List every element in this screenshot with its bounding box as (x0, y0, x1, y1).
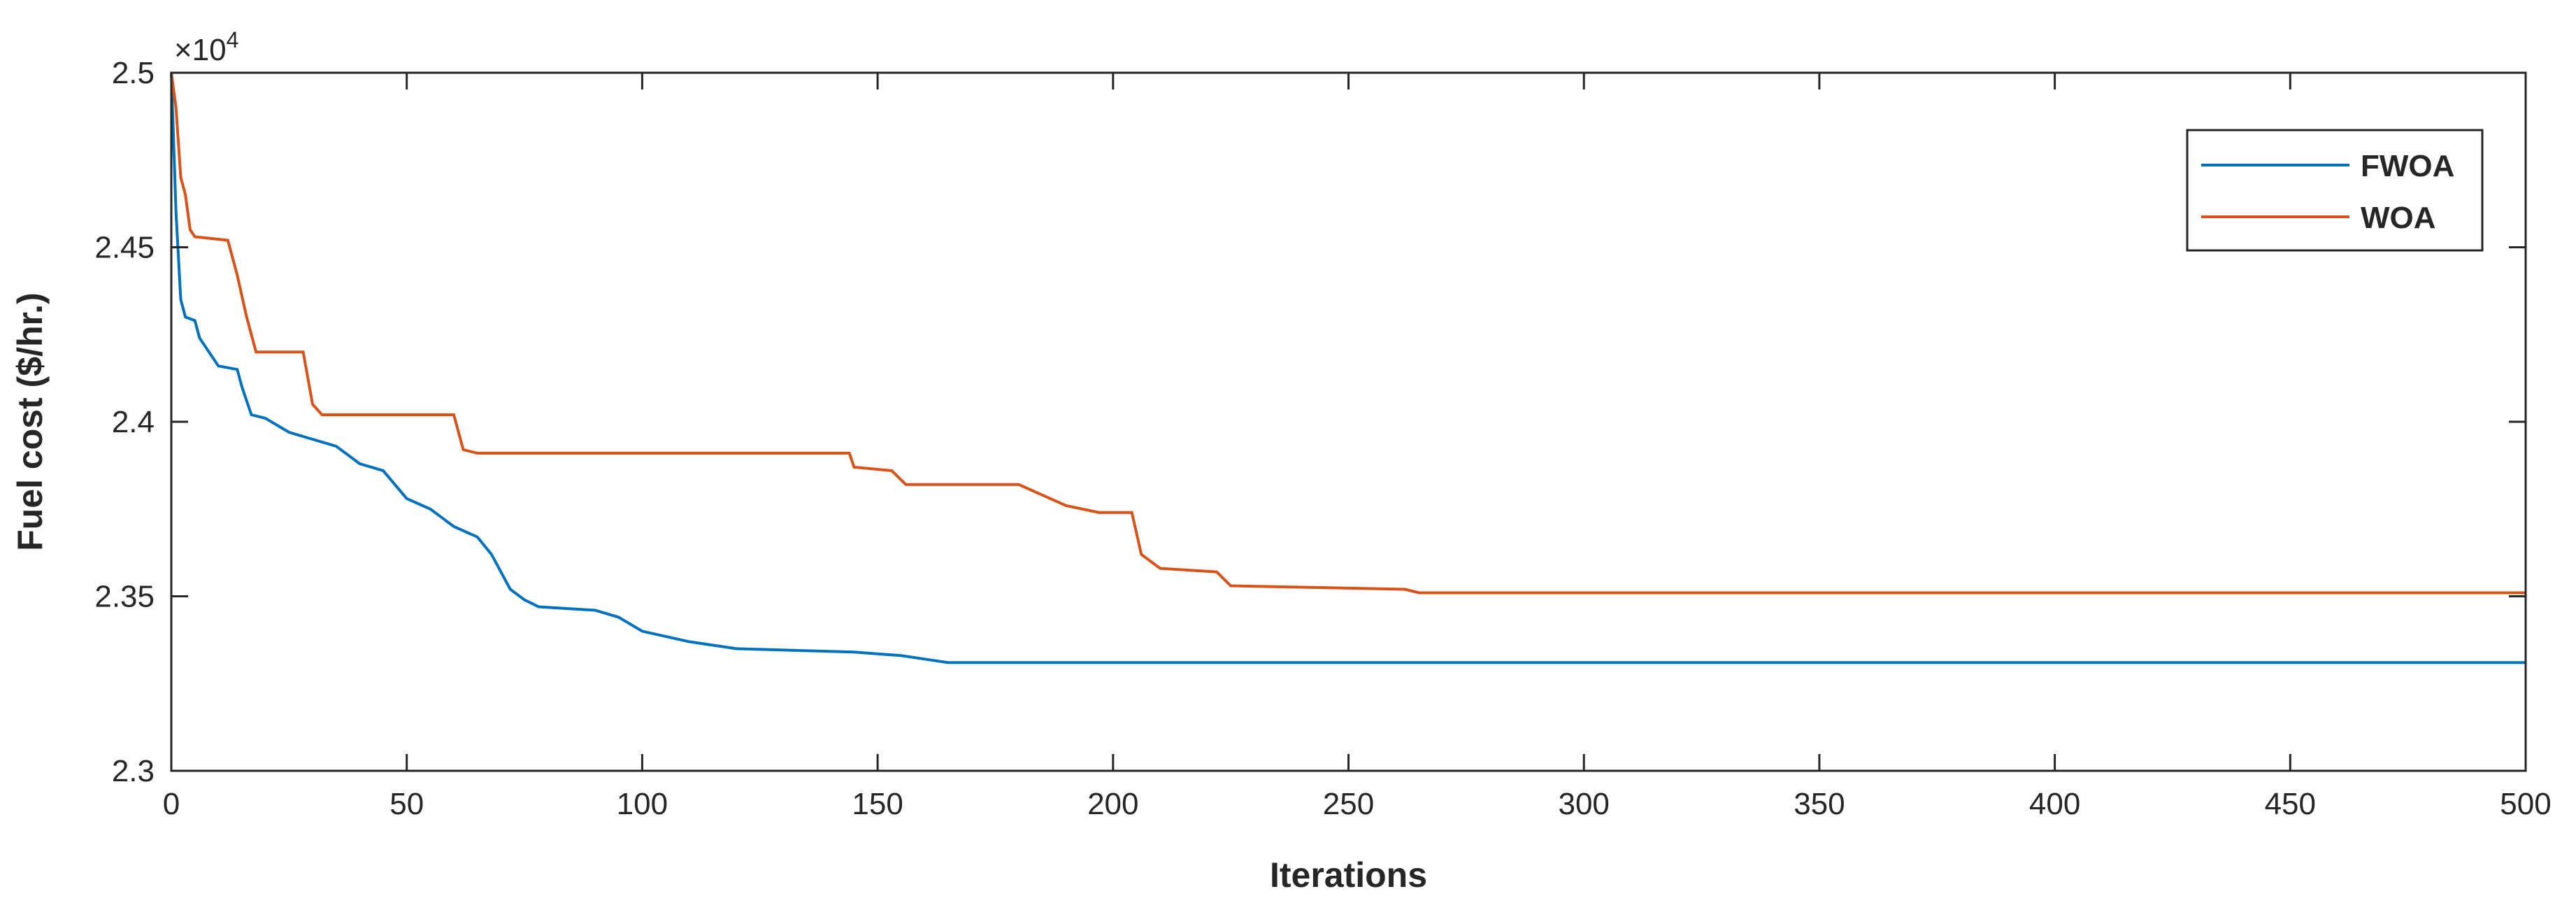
y-tick-label: 2.3 (112, 754, 155, 788)
plot-area (171, 73, 2526, 771)
y-tick-label: 2.4 (112, 405, 155, 439)
x-tick-label: 150 (852, 787, 903, 821)
y-axis-ticks: 2.3 2.35 2.4 2.45 2.5 (94, 56, 2526, 788)
x-tick-label: 450 (2265, 787, 2316, 821)
y-axis-label: Fuel cost ($/hr.) (10, 292, 50, 551)
legend: FWOA WOA (2186, 129, 2484, 252)
x-tick-label: 300 (1558, 787, 1609, 821)
legend-label-fwoa: FWOA (2361, 149, 2454, 183)
y-multiplier-base: ×10 (174, 33, 227, 67)
series-layer (170, 72, 2526, 664)
y-axis-multiplier: ×104 (174, 27, 238, 67)
y-tick-label: 2.45 (94, 231, 155, 265)
series-line-woa (170, 72, 2526, 595)
x-axis-label: Iterations (1270, 855, 1427, 895)
x-tick-label: 400 (2029, 787, 2080, 821)
y-multiplier-exponent: 4 (227, 27, 239, 52)
series-line-fwoa (170, 72, 2526, 664)
x-tick-label: 250 (1323, 787, 1374, 821)
y-tick-label: 2.5 (112, 56, 155, 90)
x-tick-label: 200 (1087, 787, 1138, 821)
legend-label-woa: WOA (2361, 201, 2436, 235)
x-tick-label: 50 (389, 787, 424, 821)
legend-box (2186, 129, 2484, 252)
y-tick-label: 2.35 (94, 580, 155, 614)
x-tick-label: 0 (163, 787, 180, 821)
x-tick-label: 350 (1794, 787, 1845, 821)
x-tick-label: 100 (617, 787, 668, 821)
x-axis-ticks: 0 50 100 150 200 250 300 350 400 450 500 (163, 73, 2552, 821)
x-tick-label: 500 (2500, 787, 2551, 821)
